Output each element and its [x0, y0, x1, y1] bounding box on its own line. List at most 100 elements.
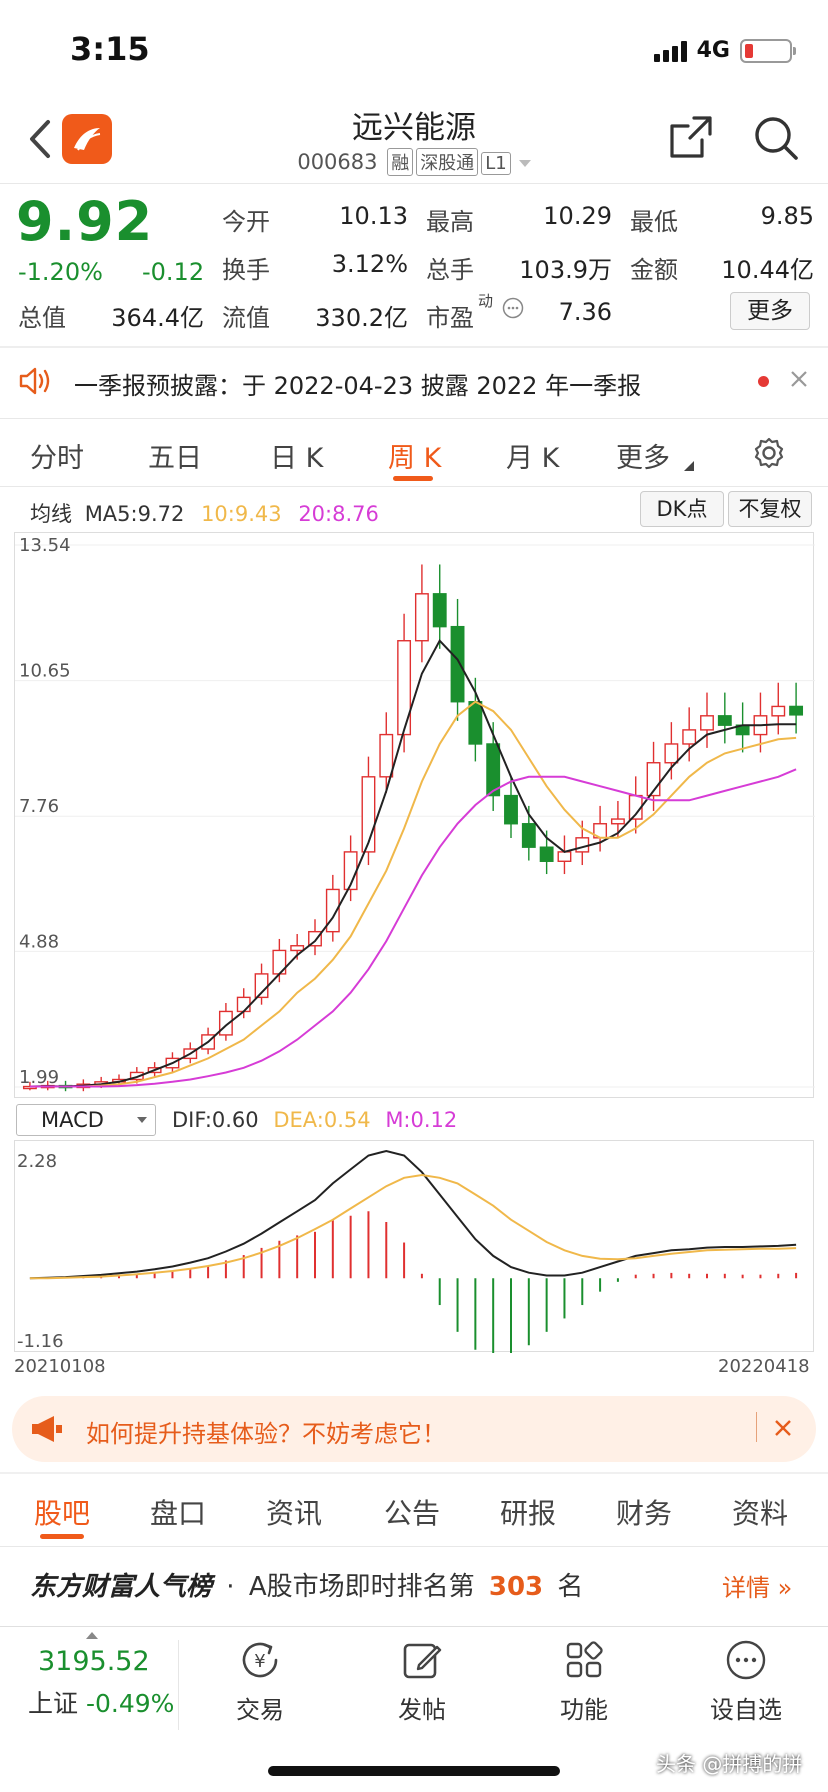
expand-up-icon[interactable]: [86, 1632, 98, 1639]
share-icon[interactable]: [668, 114, 714, 164]
ma-legend: 均线 MA5:9.72 10:9.43 20:8.76: [30, 498, 379, 528]
low-label: 最低: [630, 208, 678, 236]
ma-prefix: 均线: [30, 502, 72, 526]
rank-text: A股市场即时排名第: [248, 1572, 475, 1602]
tab-five-day[interactable]: 五日: [148, 443, 202, 474]
home-indicator[interactable]: [268, 1766, 560, 1776]
active-subtab-indicator: [40, 1534, 84, 1539]
trade-icon[interactable]: ¥: [200, 1634, 320, 1686]
current-price: 9.92: [16, 190, 154, 253]
candle-body: [700, 715, 714, 731]
index-row[interactable]: 上证 -0.49%: [28, 1684, 174, 1720]
status-time: 3:15: [70, 30, 150, 68]
market-cap-value: 364.4亿: [111, 304, 204, 332]
tab-more[interactable]: 更多: [616, 443, 670, 474]
macd-legend: DIF:0.60 DEA:0.54 M:0.12: [172, 1108, 457, 1132]
nav-features[interactable]: 功能: [560, 1696, 608, 1724]
candle-body: [486, 743, 501, 797]
ma5-line: [29, 639, 797, 1088]
nav-trade[interactable]: 交易: [236, 1696, 284, 1724]
nav-add-watchlist[interactable]: 设自选: [710, 1696, 782, 1724]
megaphone-icon: [30, 1414, 64, 1448]
tab-financials[interactable]: 财务: [616, 1497, 673, 1530]
pe-value: 7.36: [558, 298, 612, 326]
tag-margin: 融: [387, 148, 414, 176]
candle-body: [539, 846, 554, 862]
low-value: 9.85: [760, 202, 814, 230]
indicator-select-label: MACD: [41, 1108, 104, 1132]
rank-separator: ·: [226, 1572, 235, 1602]
info-icon[interactable]: [502, 297, 524, 323]
tab-intraday[interactable]: 分时: [30, 443, 84, 474]
y-tick-label: 13.54: [19, 535, 71, 556]
macd-tick-label: 2.28: [17, 1151, 57, 1172]
double-chevron-right-icon: »: [777, 1574, 793, 1602]
macd-tick-label: -1.16: [17, 1331, 64, 1352]
index-name: 上证: [28, 1689, 79, 1718]
more-button[interactable]: 更多: [730, 292, 810, 330]
index-change: -0.49%: [85, 1689, 175, 1718]
candle-body: [308, 930, 322, 947]
battery-icon: [740, 38, 796, 63]
tab-order-book[interactable]: 盘口: [150, 1497, 207, 1530]
bottom-bar: [0, 1626, 828, 1792]
kline-chart[interactable]: 13.54 10.65 7.76 4.88 1.99: [14, 532, 815, 1098]
tab-monthly-k[interactable]: 月 K: [506, 443, 560, 474]
post-icon[interactable]: [362, 1634, 482, 1686]
more-options-icon[interactable]: [686, 1634, 806, 1686]
tab-news[interactable]: 资讯: [266, 1497, 323, 1530]
candle-body: [610, 818, 625, 825]
volume-value: 103.9万: [519, 256, 612, 284]
tab-forum[interactable]: 股吧: [34, 1497, 91, 1530]
signal-icon: [653, 40, 687, 62]
ma20-value: 20:8.76: [298, 502, 379, 526]
close-icon[interactable]: [790, 370, 808, 392]
chevron-down-icon: [518, 159, 531, 167]
pe-suffix: 动: [478, 292, 494, 310]
promo-banner[interactable]: [12, 1396, 816, 1462]
notice-text[interactable]: 一季报预披露：于 2022-04-23 披露 2022 年一季报: [74, 372, 642, 400]
tab-weekly-k[interactable]: 周 K: [388, 443, 442, 474]
caret-icon: [684, 456, 694, 475]
indicator-select[interactable]: MACD: [16, 1104, 156, 1136]
tab-profile[interactable]: 资料: [732, 1497, 789, 1530]
candle-body: [236, 996, 251, 1013]
divider: [0, 418, 828, 419]
settings-icon[interactable]: [752, 436, 786, 474]
ma10-value: 10:9.43: [201, 502, 282, 526]
dea-line: [29, 1173, 797, 1280]
change-percent: -1.20%: [18, 258, 103, 286]
stock-code-row[interactable]: 000683 融深股通 L1: [0, 148, 828, 176]
back-icon[interactable]: [26, 118, 54, 164]
pe-label: 市盈: [426, 304, 474, 332]
y-tick-label: 7.76: [19, 796, 59, 817]
candle-body: [717, 715, 732, 726]
adjust-button[interactable]: 不复权: [728, 491, 812, 527]
ma5-value: MA5:9.72: [84, 502, 185, 526]
index-value[interactable]: 3195.52: [38, 1646, 150, 1677]
promo-divider: [756, 1412, 757, 1442]
tab-announcements[interactable]: 公告: [384, 1497, 441, 1530]
dk-point-button[interactable]: DK点: [640, 491, 724, 527]
candle-body: [450, 625, 465, 703]
search-icon[interactable]: [752, 114, 800, 166]
close-icon[interactable]: [774, 1419, 792, 1441]
watermark: 头条 @拼搏的拼: [656, 1752, 803, 1776]
chevron-down-icon: [137, 1117, 147, 1123]
nav-post[interactable]: 发帖: [398, 1696, 446, 1724]
macd-chart[interactable]: 2.28 -1.16: [14, 1140, 814, 1359]
tab-research[interactable]: 研报: [500, 1497, 557, 1530]
tag-level: L1: [481, 152, 511, 175]
detail-link[interactable]: 详情 »: [722, 1568, 792, 1603]
market-cap-label: 总值: [18, 304, 66, 332]
popularity-rank[interactable]: 东方财富人气榜 · A股市场即时排名第 303 名: [30, 1566, 583, 1603]
features-icon[interactable]: [524, 1634, 644, 1686]
candle-body: [575, 837, 590, 853]
promo-text[interactable]: 如何提升持基体验？不妨考虑它！: [86, 1420, 446, 1448]
candle-body: [557, 851, 572, 862]
tab-daily-k[interactable]: 日 K: [270, 443, 324, 474]
x-start-label: 20210108: [14, 1356, 106, 1377]
candle-body: [397, 640, 412, 736]
divider: [178, 1640, 179, 1730]
macd-svg: 2.28 -1.16: [17, 1149, 798, 1359]
